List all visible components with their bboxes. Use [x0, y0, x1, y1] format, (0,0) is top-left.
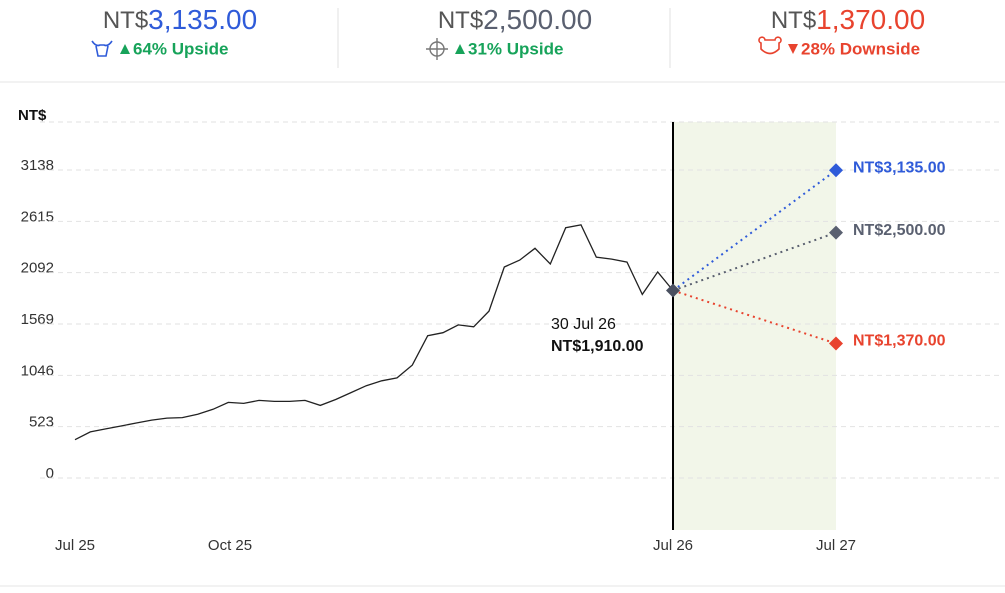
- x-tick-label: Jul 25: [55, 537, 95, 554]
- price-target: NT$3,135.00: [103, 4, 257, 35]
- target-label: NT$3,135.00: [853, 160, 946, 177]
- direction-arrow: [455, 44, 465, 54]
- annotation-price: NT$1,910.00: [551, 338, 644, 355]
- target-marker: [829, 163, 843, 178]
- price-target: NT$1,370.00: [771, 4, 925, 35]
- bull-icon: [91, 40, 113, 57]
- target-line: [672, 231, 837, 292]
- y-tick-label: 2092: [21, 260, 54, 277]
- x-tick-label: Jul 26: [653, 537, 693, 554]
- amount: 2,500.00: [483, 4, 592, 35]
- x-tick-label: Jul 27: [816, 537, 856, 554]
- target-label: NT$2,500.00: [853, 222, 946, 239]
- target-marker: [829, 336, 843, 351]
- currency: NT$: [771, 7, 816, 34]
- currency: NT$: [438, 7, 483, 34]
- current-marker: [666, 283, 680, 298]
- price-line: [74, 224, 674, 441]
- direction-arrow: [120, 44, 130, 54]
- target-line: [672, 289, 837, 345]
- currency: NT$: [103, 7, 148, 34]
- x-tick-label: Oct 25: [208, 537, 252, 554]
- y-tick-label: 1569: [21, 311, 54, 328]
- change: 28% Downside: [801, 39, 920, 58]
- direction-arrow: [788, 44, 798, 54]
- target-label: NT$1,370.00: [853, 333, 946, 350]
- y-tick-label: 523: [29, 414, 54, 431]
- annotation-date: 30 Jul 26: [551, 316, 616, 333]
- target-icon: [426, 38, 448, 60]
- change: 31% Upside: [468, 39, 563, 58]
- y-axis-label: NT$: [18, 107, 47, 124]
- y-tick-label: 2615: [21, 208, 54, 225]
- y-tick-label: 1046: [21, 362, 54, 379]
- price-target: NT$2,500.00: [438, 4, 592, 35]
- y-tick-label: 0: [46, 465, 54, 482]
- change: 64% Upside: [133, 39, 228, 58]
- bear-icon: [758, 36, 782, 55]
- amount: 3,135.00: [148, 4, 257, 35]
- target-marker: [829, 225, 843, 240]
- y-tick-label: 3138: [21, 157, 54, 174]
- forecast-region: [673, 122, 836, 530]
- amount: 1,370.00: [816, 4, 925, 35]
- target-line: [672, 169, 837, 292]
